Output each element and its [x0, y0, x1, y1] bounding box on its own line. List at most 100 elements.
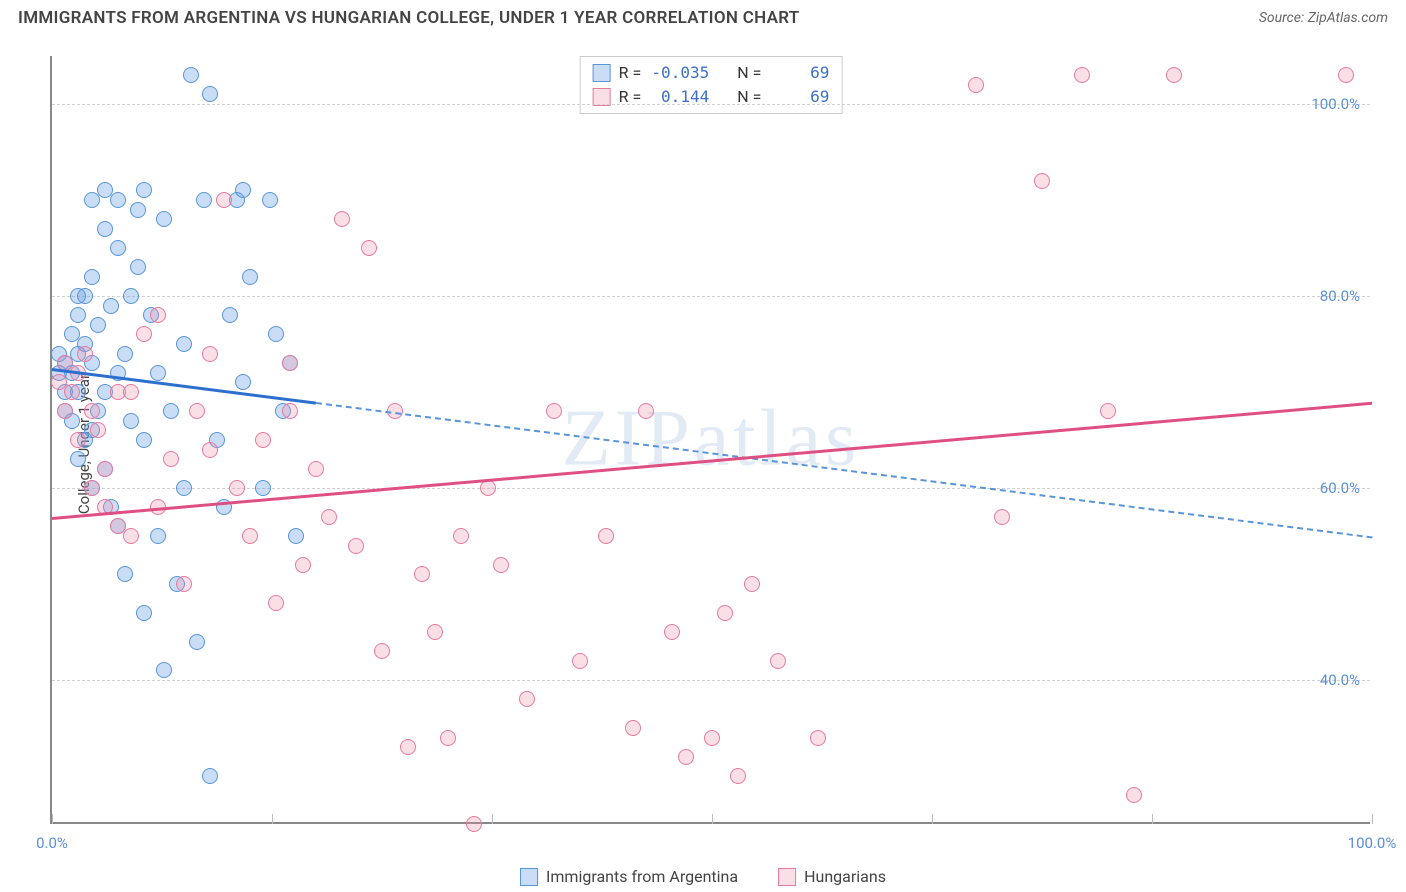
data-point — [744, 576, 760, 592]
data-point — [84, 403, 100, 419]
data-point — [282, 403, 298, 419]
data-point — [242, 528, 258, 544]
data-point — [202, 442, 218, 458]
data-point — [466, 816, 482, 832]
n-value: 69 — [769, 61, 829, 85]
data-point — [268, 326, 284, 342]
data-point — [130, 202, 146, 218]
data-point — [334, 211, 350, 227]
data-point — [427, 624, 443, 640]
data-point — [77, 346, 93, 362]
data-point — [90, 422, 106, 438]
data-point — [1074, 67, 1090, 83]
data-point — [103, 298, 119, 314]
data-point — [572, 653, 588, 669]
data-point — [110, 192, 126, 208]
data-point — [678, 749, 694, 765]
r-label: R = — [619, 85, 642, 109]
legend-swatch — [593, 64, 611, 82]
data-point — [136, 182, 152, 198]
data-point — [130, 259, 146, 275]
data-point — [994, 509, 1010, 525]
data-point — [235, 182, 251, 198]
data-point — [361, 240, 377, 256]
data-point — [183, 67, 199, 83]
legend-correlation-row: R = -0.035 N = 69 — [593, 61, 830, 85]
legend-swatch — [778, 868, 796, 886]
data-point — [598, 528, 614, 544]
data-point — [1166, 67, 1182, 83]
data-point — [704, 730, 720, 746]
data-point — [308, 461, 324, 477]
data-point — [110, 240, 126, 256]
data-point — [202, 346, 218, 362]
legend-series-item: Hungarians — [778, 867, 886, 886]
gridline-h — [52, 488, 1370, 489]
x-tick-mark — [712, 814, 713, 824]
data-point — [546, 403, 562, 419]
data-point — [235, 374, 251, 390]
data-point — [163, 451, 179, 467]
y-tick-label: 80.0% — [1320, 287, 1360, 305]
data-point — [189, 403, 205, 419]
data-point — [770, 653, 786, 669]
data-point — [1100, 403, 1116, 419]
legend-series-item: Immigrants from Argentina — [520, 867, 738, 886]
data-point — [156, 211, 172, 227]
data-point — [202, 768, 218, 784]
data-point — [400, 739, 416, 755]
n-label: N = — [737, 61, 761, 85]
legend-series-label: Immigrants from Argentina — [546, 867, 738, 886]
data-point — [136, 432, 152, 448]
data-point — [110, 518, 126, 534]
gridline-h — [52, 104, 1370, 105]
data-point — [117, 346, 133, 362]
x-tick-label: 0.0% — [36, 834, 68, 852]
data-point — [255, 480, 271, 496]
chart-container: College, Under 1 year ZIPatlas R =-0.035… — [18, 44, 1388, 844]
data-point — [156, 662, 172, 678]
chart-title: IMMIGRANTS FROM ARGENTINA VS HUNGARIAN C… — [18, 8, 800, 28]
regression-line-solid — [52, 368, 316, 405]
data-point — [288, 528, 304, 544]
data-point — [70, 288, 86, 304]
x-tick-mark — [1372, 814, 1373, 824]
y-tick-label: 60.0% — [1320, 479, 1360, 497]
series-legend: Immigrants from Argentina Hungarians — [520, 867, 886, 886]
data-point — [268, 595, 284, 611]
r-label: R = — [619, 61, 642, 85]
data-point — [123, 413, 139, 429]
data-point — [136, 605, 152, 621]
gridline-h — [52, 296, 1370, 297]
x-tick-mark — [492, 814, 493, 824]
data-point — [176, 480, 192, 496]
data-point — [216, 192, 232, 208]
data-point — [810, 730, 826, 746]
data-point — [97, 461, 113, 477]
data-point — [84, 269, 100, 285]
data-point — [57, 403, 73, 419]
data-point — [196, 192, 212, 208]
data-point — [136, 326, 152, 342]
data-point — [348, 538, 364, 554]
r-value: 0.144 — [649, 85, 709, 109]
data-point — [189, 634, 205, 650]
r-value: -0.035 — [649, 61, 709, 85]
data-point — [84, 480, 100, 496]
data-point — [440, 730, 456, 746]
x-tick-mark — [1152, 814, 1153, 824]
data-point — [321, 509, 337, 525]
data-point — [519, 691, 535, 707]
y-tick-label: 100.0% — [1311, 95, 1360, 113]
data-point — [176, 576, 192, 592]
data-point — [664, 624, 680, 640]
data-point — [625, 720, 641, 736]
x-tick-mark — [272, 814, 273, 824]
data-point — [202, 86, 218, 102]
data-point — [117, 566, 133, 582]
data-point — [123, 384, 139, 400]
data-point — [222, 307, 238, 323]
data-point — [150, 307, 166, 323]
plot-area: ZIPatlas R =-0.035N =69R =0.144N =69 40.… — [50, 56, 1370, 824]
data-point — [64, 384, 80, 400]
